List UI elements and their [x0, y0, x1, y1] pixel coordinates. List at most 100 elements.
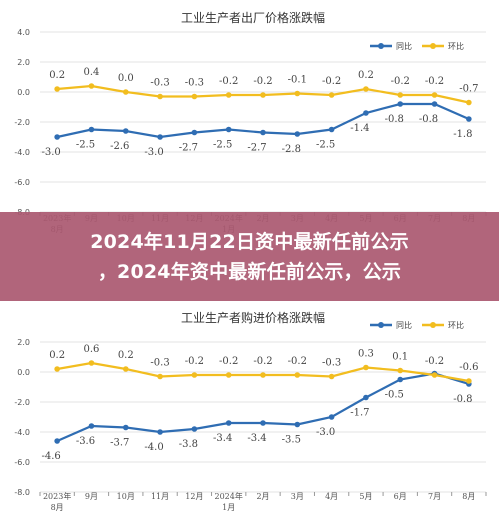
data-label: -0.3: [150, 358, 169, 369]
data-point: [54, 438, 60, 444]
data-point: [397, 376, 404, 383]
legend-marker: [378, 322, 384, 328]
data-label: -2.5: [316, 140, 335, 151]
data-label: -3.0: [316, 427, 335, 438]
data-point: [294, 421, 301, 428]
chart-2: 工业生产者购进价格涨跌幅 2.0 0.0 -2.0 -4.0 -6.0 -8.0 2023年 8…: [14, 310, 487, 512]
chart-title: 工业生产者购进价格涨跌幅: [181, 310, 325, 325]
data-label: -0.2: [253, 76, 272, 87]
banner-line-1: 2024年11月22日资中最新任前公示: [90, 230, 409, 253]
y-tick-label: -2.0: [14, 118, 30, 127]
x-tick-label: 2023年: [43, 491, 71, 501]
data-point: [260, 420, 266, 426]
title-overlay-banner[interactable]: 2024年11月22日资中最新任前公示 ，2024年资中最新任前公示，公示: [0, 212, 499, 301]
data-point: [88, 126, 95, 133]
data-point: [260, 92, 266, 98]
data-label: -3.4: [247, 433, 266, 444]
x-tick-label: 2月: [256, 492, 269, 501]
data-label: -0.3: [322, 358, 341, 369]
data-label: -3.6: [76, 436, 95, 447]
y-tick-label: -4.0: [14, 428, 30, 437]
data-label: -0.8: [419, 114, 438, 125]
data-point: [328, 126, 335, 133]
x-tick-label: 2024年: [215, 491, 243, 501]
data-point: [157, 93, 163, 100]
data-point: [260, 129, 266, 136]
y-tick-label: 2.0: [17, 58, 30, 67]
data-label: 0.2: [358, 70, 374, 81]
data-label: -0.2: [322, 76, 341, 87]
legend-marker: [378, 43, 384, 49]
data-label: -0.2: [391, 76, 410, 87]
data-label: 0.2: [49, 70, 65, 81]
data-point: [363, 86, 369, 92]
data-label: -2.7: [247, 143, 266, 154]
legend-label: 环比: [448, 320, 464, 330]
data-label: -3.5: [282, 435, 301, 446]
data-label: -2.5: [76, 140, 95, 151]
data-point: [122, 424, 129, 431]
y-tick-label: 2.0: [17, 338, 30, 347]
data-point: [260, 372, 266, 378]
data-point: [191, 426, 198, 432]
data-label: -0.8: [385, 114, 404, 125]
data-point: [431, 372, 438, 378]
x-tick-label: 7月: [428, 492, 441, 501]
y-tick-label: -6.0: [14, 178, 30, 187]
data-point: [363, 364, 369, 371]
data-point: [54, 134, 60, 140]
data-label: -0.2: [219, 76, 238, 87]
data-label: -2.5: [213, 140, 232, 151]
x-tick-label: 12月: [185, 492, 203, 501]
data-point: [328, 92, 335, 98]
data-label: -0.8: [453, 394, 472, 405]
series-line: [56, 372, 470, 443]
y-tick-label: -8.0: [14, 488, 30, 497]
data-label: 0.2: [49, 350, 65, 361]
x-tick-label: 3月: [291, 492, 304, 501]
x-tick-label: 8月: [462, 492, 475, 501]
data-point: [122, 128, 129, 134]
data-label: -0.7: [459, 84, 478, 95]
legend-label: 环比: [448, 41, 464, 51]
data-label: -0.2: [425, 356, 444, 367]
x-tick-label: 4月: [325, 492, 338, 501]
data-label: -1.8: [453, 129, 472, 140]
chart-title: 工业生产者出厂价格涨跌幅: [181, 10, 325, 25]
data-label: 0.3: [358, 349, 374, 360]
y-tick-label: 4.0: [17, 28, 30, 37]
data-label: 0.6: [84, 344, 100, 355]
data-label: 0.4: [84, 67, 100, 78]
data-label: -3.4: [213, 433, 232, 444]
data-point: [88, 83, 95, 89]
data-point: [88, 423, 95, 429]
y-tick-label: -2.0: [14, 398, 30, 407]
data-label: -0.6: [459, 362, 478, 373]
data-point: [466, 116, 472, 122]
data-label: -1.7: [350, 408, 369, 419]
data-label: -0.3: [185, 78, 204, 89]
x-tick-label: 11月: [151, 492, 169, 501]
y-tick-label: -6.0: [14, 458, 30, 467]
data-point: [431, 101, 438, 107]
data-point: [431, 92, 438, 98]
data-point: [225, 92, 232, 98]
legend-marker: [430, 43, 436, 49]
y-tick-label: 0.0: [17, 368, 30, 377]
data-label: -0.2: [425, 76, 444, 87]
data-label: -0.2: [288, 356, 307, 367]
data-point: [157, 373, 163, 380]
data-label: -3.8: [179, 439, 198, 450]
data-label: 0.0: [118, 73, 134, 84]
data-point: [225, 126, 232, 133]
data-point: [466, 99, 472, 106]
data-label: -3.0: [144, 147, 163, 158]
data-label: -4.6: [42, 451, 61, 462]
legend-label: 同比: [396, 41, 412, 51]
data-point: [157, 134, 163, 140]
data-point: [397, 101, 404, 107]
x-tick-label: 5月: [359, 492, 372, 501]
chart-1: 工业生产者出厂价格涨跌幅4.02.00.0-2.0-4.0-6.0-8.0202…: [14, 10, 487, 234]
